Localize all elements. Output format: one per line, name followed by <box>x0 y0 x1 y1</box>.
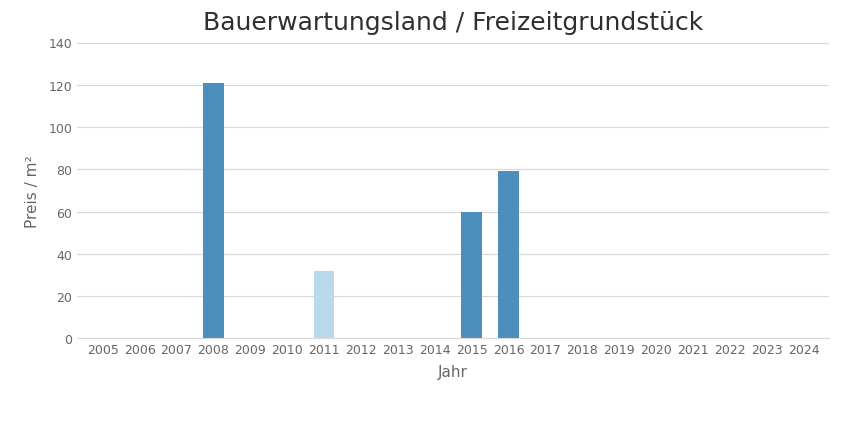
Title: Bauerwartungsland / Freizeitgrundstück: Bauerwartungsland / Freizeitgrundstück <box>203 10 704 35</box>
Bar <box>314 271 334 339</box>
Y-axis label: Preis / m²: Preis / m² <box>25 155 40 227</box>
Bar <box>203 83 223 339</box>
Bar <box>314 284 334 339</box>
Legend: höchster Preis, durchschnittlicher Preis: höchster Preis, durchschnittlicher Preis <box>293 432 613 434</box>
X-axis label: Jahr: Jahr <box>439 365 468 380</box>
Bar <box>462 212 481 339</box>
Bar <box>498 172 519 339</box>
